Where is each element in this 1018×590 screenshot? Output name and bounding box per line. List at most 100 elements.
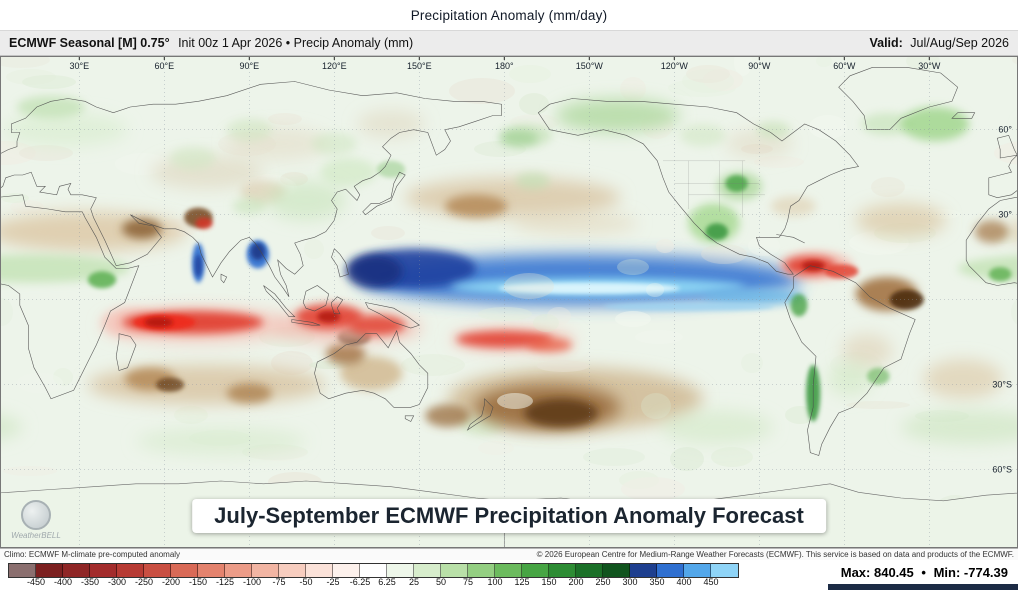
colorbar-segment (171, 564, 198, 577)
colorbar-tick-label: -350 (80, 577, 100, 587)
colorbar-labels: -450 -400 -350 -300 -250 -200 -150 -125 -100 -75 -… (8, 577, 748, 588)
colorbar-tick-label: -450 (26, 577, 46, 587)
colorbar-tick-label: -125 (215, 577, 235, 587)
min-value: -774.39 (963, 565, 1008, 580)
weatherbell-globe-icon (21, 500, 51, 530)
copyright-note: © 2026 European Centre for Medium-Range … (536, 550, 1014, 559)
colorbar-segment (144, 564, 171, 577)
colorbar-segment (630, 564, 657, 577)
colorbar-segment (603, 564, 630, 577)
colorbar-tick-label: 150 (541, 577, 557, 587)
colorbar-tick-label: -250 (134, 577, 154, 587)
colorbar-segment (468, 564, 495, 577)
colorbar-segment (684, 564, 711, 577)
colorbar-segment (522, 564, 549, 577)
colorbar-tick-label: 250 (595, 577, 611, 587)
max-label: Max: (840, 565, 871, 580)
map-header-bar: ECMWF Seasonal [M] 0.75° Init 00z 1 Apr … (0, 30, 1018, 56)
colorbar-segment (549, 564, 576, 577)
colorbar-segment (36, 564, 63, 577)
climo-note: Climo: ECMWF M-climate pre-computed anom… (4, 550, 181, 559)
stats: Max: 840.45 • Min: -774.39 (841, 565, 1008, 580)
colorbar-segment (63, 564, 90, 577)
colorbar-segment (711, 564, 738, 577)
init-info: Init 00z 1 Apr 2026 • Precip Anomaly (mm… (178, 36, 414, 50)
header-product-info: ECMWF Seasonal [M] 0.75° Init 00z 1 Apr … (9, 36, 413, 50)
attribution-bar: Climo: ECMWF M-climate pre-computed anom… (0, 548, 1018, 560)
lat-tick-label: 30°S (992, 380, 1012, 390)
valid-value: Jul/Aug/Sep 2026 (910, 36, 1009, 50)
world-map-svg: 30°E 60°E 90°E 120°E 150°E 180° 150°W 120°W 90°W… (0, 56, 1018, 548)
colorbar-tick-label: -25 (326, 577, 340, 587)
colorbar-tick-label: 6.25 (378, 577, 396, 587)
lon-tick-label: 150°W (576, 61, 604, 71)
graticule (0, 56, 1018, 548)
model-name: ECMWF Seasonal [M] 0.75° (9, 36, 170, 50)
lat-tick-label: 60° (998, 125, 1012, 135)
colorbar-segment (333, 564, 360, 577)
lon-tick-label: 150°E (407, 61, 432, 71)
state-boundaries (662, 160, 765, 218)
lon-tick-label: 180° (495, 61, 514, 71)
colorbar-tick-label: 350 (649, 577, 665, 587)
stats-separator: • (921, 565, 926, 580)
colorbar-tick-label: 400 (676, 577, 692, 587)
lon-tick-label: 60°E (154, 61, 174, 71)
lon-tick-label: 90°E (239, 61, 259, 71)
colorbar-segment (279, 564, 306, 577)
coastlines (0, 81, 502, 431)
legend-row: -450 -400 -350 -300 -250 -200 -150 -125 -100 -75 -… (0, 560, 1018, 590)
colorbar-segment (117, 564, 144, 577)
colorbar-tick-label: -6.25 (349, 577, 371, 587)
colorbar-segment (576, 564, 603, 577)
lon-tick-label: 30°E (69, 61, 89, 71)
anomaly-blobs (498, 98, 1018, 445)
colorbar-tick-label: -400 (53, 577, 73, 587)
bottom-accent-bar (828, 584, 1018, 590)
colorbar-segment (387, 564, 414, 577)
colorbar-tick-label: 50 (435, 577, 447, 587)
weatherbell-logo-text: WeatherBELL (11, 531, 61, 540)
valid-label: Valid: (869, 36, 903, 50)
lat-tick-label: 60°S (992, 465, 1012, 475)
map-caption: July-September ECMWF Precipitation Anoma… (192, 499, 826, 533)
lon-tick-label: 120°E (322, 61, 347, 71)
lon-tick-label: 60°W (833, 61, 856, 71)
colorbar-tick-label: -200 (161, 577, 181, 587)
colorbar-tick-label: -150 (188, 577, 208, 587)
colorbar-segment (414, 564, 441, 577)
colorbar-tick-label: 75 (462, 577, 474, 587)
colorbar-segment (9, 564, 36, 577)
colorbar (8, 563, 739, 578)
colorbar-tick-label: 125 (514, 577, 530, 587)
lat-tick-label: 30° (998, 210, 1012, 220)
colorbar-segment (252, 564, 279, 577)
colorbar-tick-label: 25 (408, 577, 420, 587)
colorbar-segment (225, 564, 252, 577)
colorbar-segment (360, 564, 387, 577)
header-valid-info: Valid: Jul/Aug/Sep 2026 (869, 36, 1009, 50)
map-caption-text: July-September ECMWF Precipitation Anoma… (214, 503, 804, 528)
lon-tick-label: 120°W (661, 61, 689, 71)
page-title: Precipitation Anomaly (mm/day) (410, 7, 608, 23)
max-value: 840.45 (873, 565, 914, 580)
min-label: Min: (933, 565, 961, 580)
map-area: 30°E 60°E 90°E 120°E 150°E 180° 150°W 120°W 90°W… (0, 56, 1018, 548)
coastlines (537, 67, 1018, 456)
colorbar-tick-label: -75 (272, 577, 286, 587)
colorbar-segment (198, 564, 225, 577)
anomaly-blobs (0, 95, 805, 456)
world-layer (0, 56, 805, 548)
axis-labels: 30°E 60°E 90°E 120°E 150°E 180° 150°W 120°W 90°W… (69, 56, 1012, 475)
colorbar-tick-label: 450 (703, 577, 719, 587)
colorbar-segment (657, 564, 684, 577)
colorbar-segment (306, 564, 333, 577)
lon-tick-label: 30°W (918, 61, 941, 71)
colorbar-tick-label: -300 (107, 577, 127, 587)
colorbar-tick-label: 200 (568, 577, 584, 587)
colorbar-segment (495, 564, 522, 577)
colorbar-tick-label: -100 (242, 577, 262, 587)
colorbar-tick-label: 300 (622, 577, 638, 587)
colorbar-segment (441, 564, 468, 577)
weatherbell-logo: WeatherBELL (8, 500, 64, 540)
